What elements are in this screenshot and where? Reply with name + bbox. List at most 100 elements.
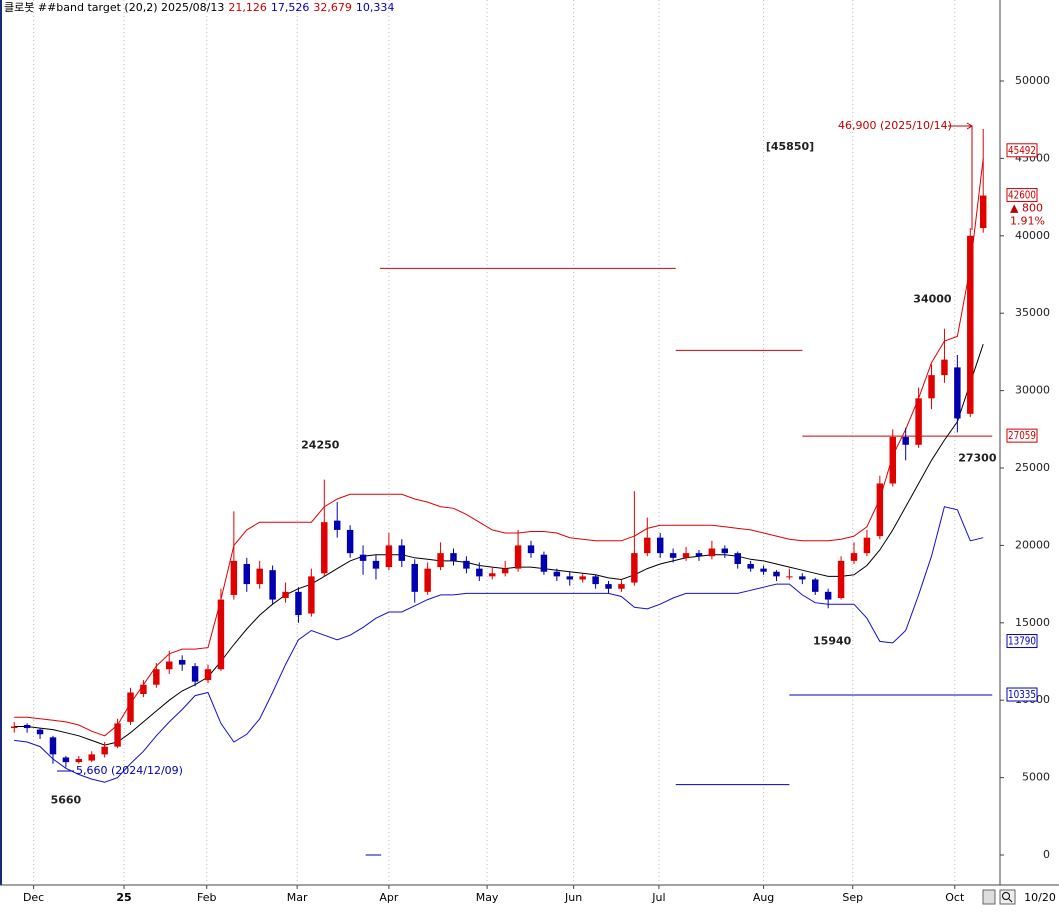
change-pct: 1.91% [1010,215,1045,228]
candle-body [941,359,948,376]
candle-body [979,195,987,229]
band-line [14,344,984,746]
candle-body [773,571,780,577]
extreme-label: 27300 [958,451,997,464]
y-tick-label: 50000 [1015,74,1050,87]
price-marker: 42600 [1008,189,1036,202]
candle-body [321,522,328,574]
candle-body [489,573,496,577]
candle-body [204,669,212,681]
candle-body [760,568,767,572]
candle-body [437,553,444,568]
y-tick-label: 25000 [1015,461,1050,474]
nav-button[interactable] [982,889,996,905]
candle-body [721,548,729,554]
candle-body [178,659,186,665]
candle-body [812,579,819,592]
x-tick-label: Apr [379,891,399,904]
candle-body [850,553,858,561]
candle-body [308,576,315,614]
candle-body [566,576,573,580]
y-tick-label: 40000 [1015,229,1050,242]
candle-body [101,746,108,755]
price-marker: 27059 [1008,429,1036,442]
candle-body [501,568,509,574]
y-tick-label: 5000 [1022,771,1050,784]
candle-body [23,724,31,729]
candle-body [631,553,638,583]
candle-body [695,553,703,557]
candle-body [166,661,173,670]
change: ▲ 800 [1010,202,1043,215]
candle-body [915,398,922,445]
x-tick-label: Jun [564,891,582,904]
candle-body [889,437,896,484]
candle-body [153,669,160,685]
candle-body [230,560,238,595]
candle-body [605,584,612,589]
price-marker: 13790 [1008,635,1036,648]
x-tick-label: 25 [116,891,131,904]
candle-body [669,553,677,558]
x-tick-label: Oct [945,891,965,904]
candle-body [902,437,909,445]
header: 클로봇 ##band target (20,2) 2025/08/13 [4,1,224,14]
header-value: 10,334 [356,1,395,14]
candle-body [592,576,599,585]
candle-body [372,560,380,569]
x-tick-label: Mar [287,891,308,904]
date-label: 10/20 [1024,891,1056,904]
candle-body [463,560,470,569]
candle-body [49,737,57,755]
candle-body [747,563,754,569]
candle-body [217,599,225,670]
header-label: 클로봇 ##band target (20,2) 2025/08/13 [4,1,224,14]
header-value: 17,526 [271,1,310,14]
extreme-label: 24250 [301,439,340,452]
candle-body [36,729,44,735]
header-value: 32,679 [313,1,352,14]
candle-body [75,759,83,763]
extreme-label: 15940 [813,634,852,647]
candle-body [450,553,457,561]
zoom-icon [1002,892,1010,900]
y-tick-label: 35000 [1015,306,1050,319]
candle-body [424,568,431,592]
candle-body [10,726,18,729]
candle-body [295,591,302,616]
candle-body [527,545,535,554]
candle-body [359,554,367,561]
header-value: 21,126 [228,1,267,14]
price-marker-box [1006,687,1038,702]
candle-body [476,568,483,577]
x-tick-label: Dec [23,891,44,904]
candle-body [786,576,793,578]
candle-body [682,553,690,558]
candle-body [579,576,586,580]
candle-body [967,235,974,414]
x-tick-label: Aug [753,891,774,904]
candle-body [191,666,199,682]
price-marker-box [1006,428,1038,443]
y-tick-label: 30000 [1015,384,1050,397]
y-tick-label: 20000 [1015,538,1050,551]
candle-body [114,723,121,747]
candle-body [243,563,250,585]
price-marker: 10335 [1008,688,1036,701]
candle-body [618,584,625,589]
candle-body [514,545,522,569]
candle-body [88,754,95,761]
candle-body [656,537,664,554]
extreme-label: 5660 [51,793,82,806]
candle-body [127,692,134,722]
candle-body [876,483,884,537]
candle-body [540,554,548,572]
candle-body [734,553,741,564]
extreme-label: 34000 [913,293,952,306]
candle-body [346,529,354,554]
price-marker: 45492 [1008,144,1036,157]
candle-body [824,591,832,600]
candle-body [411,563,418,592]
